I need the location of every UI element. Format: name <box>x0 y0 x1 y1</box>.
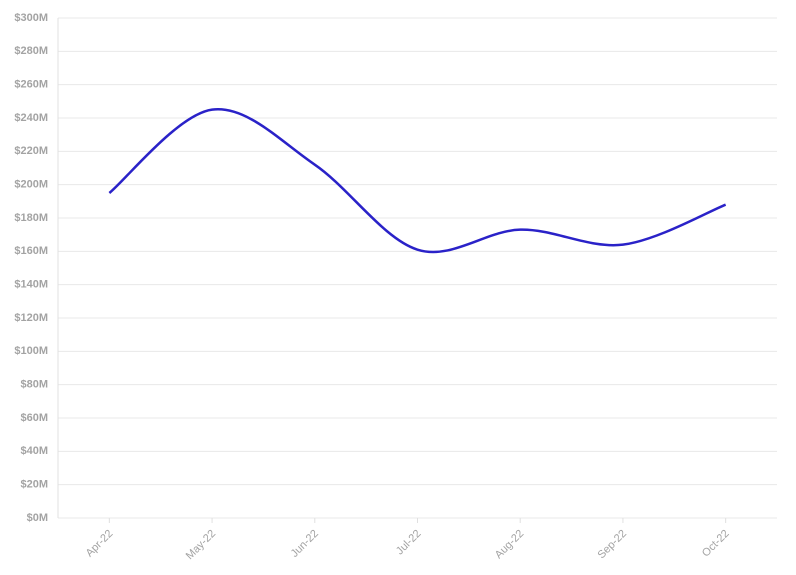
y-tick-label: $160M <box>14 245 48 257</box>
y-tick-label: $80M <box>20 379 48 391</box>
y-tick-label: $0M <box>27 512 48 524</box>
y-tick-label: $120M <box>14 312 48 324</box>
y-tick-label: $40M <box>20 445 48 457</box>
x-tick-label: Sep-22 <box>595 528 629 562</box>
line <box>108 108 727 254</box>
y-tick-label: $60M <box>20 412 48 424</box>
y-tick-label: $220M <box>14 145 48 157</box>
x-tick-label: Oct-22 <box>700 528 732 560</box>
y-tick-label: $240M <box>14 112 48 124</box>
x-tick-label: Jun-22 <box>289 528 321 560</box>
y-tick-label: $180M <box>14 212 48 224</box>
x-tick-label: Jul-22 <box>394 528 424 558</box>
x-tick-label: May-22 <box>184 528 218 562</box>
y-tick-label: $140M <box>14 279 48 291</box>
y-tick-label: $300M <box>14 12 48 24</box>
y-tick-label: $20M <box>20 479 48 491</box>
x-tick-label: Aug-22 <box>493 528 527 562</box>
y-tick-label: $260M <box>14 79 48 91</box>
y-tick-label: $100M <box>14 345 48 357</box>
x-tick-label: Apr-22 <box>84 528 116 560</box>
y-tick-label: $280M <box>14 45 48 57</box>
y-tick-label: $200M <box>14 179 48 191</box>
